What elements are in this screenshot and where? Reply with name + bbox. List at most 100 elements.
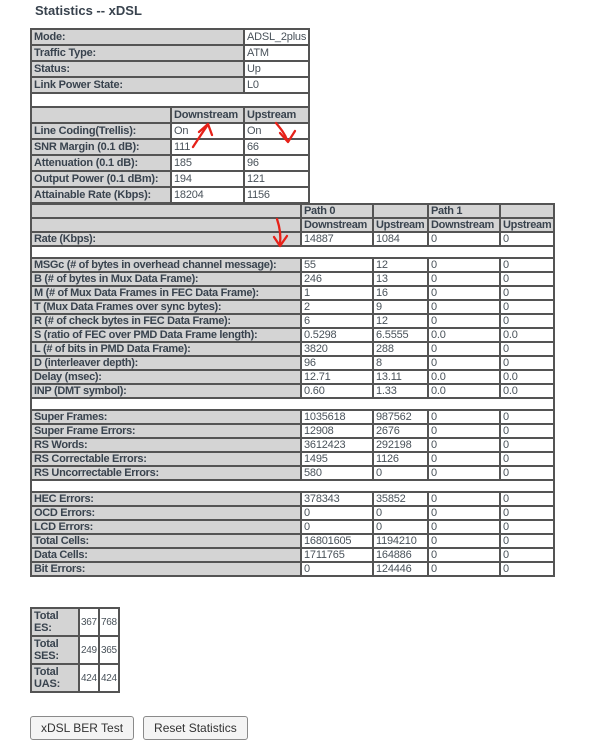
stat-row: Rate (Kbps): 14887 1084 0 0 (30, 231, 556, 247)
stat-label: T (Mux Data Frames over sync bytes): (30, 299, 302, 315)
stream-upstream-value: 1156 (242, 186, 311, 204)
path0-header: Path 0 (300, 203, 374, 219)
stat-value: 0 (498, 341, 556, 357)
separator-cell (29, 398, 556, 410)
stat-value: 0 (427, 299, 501, 315)
xdsl-ber-test-button[interactable]: xDSL BER Test (30, 716, 135, 740)
stat-value: 164886 (372, 547, 429, 563)
info-value: ATM (242, 44, 311, 62)
stat-value: 0 (427, 437, 501, 453)
total-row: Total SES: 249 365 (30, 635, 120, 665)
stat-value: 0.0 (498, 327, 556, 343)
stat-value: 0 (498, 299, 556, 315)
stat-value: 0 (498, 271, 556, 287)
stat-label: Total Cells: (30, 533, 302, 549)
stat-value: 0 (300, 505, 374, 521)
separator-cell (29, 93, 311, 107)
stat-value: 0 (498, 313, 556, 329)
stat-row: RS Correctable Errors: 1495 1126 0 0 (30, 451, 556, 467)
stream-row: Attenuation (0.1 dB): 185 96 (30, 154, 311, 172)
stat-row: L (# of bits in PMD Data Frame): 3820 288 0… (30, 341, 556, 357)
stat-label: M (# of Mux Data Frames in FEC Data Fram… (30, 285, 302, 301)
stat-label: Delay (msec): (30, 369, 302, 385)
stat-value: 1711765 (300, 547, 374, 563)
stream-header-empty (30, 106, 172, 124)
stat-value: 1084 (372, 231, 429, 247)
stat-value: 0 (427, 451, 501, 467)
stat-value: 0 (498, 257, 556, 273)
info-label: Status: (30, 60, 245, 78)
stat-row: Super Frames: 1035618 987562 0 0 (30, 409, 556, 425)
stat-value: 1 (300, 285, 374, 301)
stat-value: 0.0 (427, 327, 501, 343)
stream-upstream-value: On (242, 122, 311, 140)
stat-value: 16 (372, 285, 429, 301)
stat-value: 0.5298 (300, 327, 374, 343)
stat-label: R (# of check bytes in FEC Data Frame): (30, 313, 302, 329)
stat-value: 0 (427, 341, 501, 357)
stream-downstream-value: 185 (170, 154, 245, 172)
stat-label: Rate (Kbps): (30, 231, 302, 247)
stat-value: 35852 (372, 491, 429, 507)
stat-value: 0 (427, 465, 501, 481)
total-label: Total ES: (30, 607, 80, 637)
path-stream-header-row: Downstream Upstream Downstream Upstream (30, 217, 556, 233)
totals-table: Total ES: 367 768 Total SES: 249 365 Total UAS… (30, 607, 120, 693)
info-row: Traffic Type: ATM (30, 44, 311, 62)
stat-value: 55 (300, 257, 374, 273)
total-row: Total UAS: 424 424 (30, 663, 120, 693)
stat-label: RS Correctable Errors: (30, 451, 302, 467)
stat-row: MSGc (# of bytes in overhead channel mes… (30, 257, 556, 273)
stat-value: 0 (498, 561, 556, 577)
stream-label: Attainable Rate (Kbps): (30, 186, 172, 204)
stream-upstream-value: 96 (242, 154, 311, 172)
stat-row: M (# of Mux Data Frames in FEC Data Fram… (30, 285, 556, 301)
reset-statistics-button[interactable]: Reset Statistics (143, 716, 248, 740)
path0-upstream-header: Upstream (372, 217, 429, 233)
stat-value: 0.0 (498, 369, 556, 385)
stream-upstream-value: 66 (242, 138, 311, 156)
stat-row: RS Uncorrectable Errors: 580 0 0 0 (30, 465, 556, 481)
stat-value: 246 (300, 271, 374, 287)
stat-row: RS Words: 3612423 292198 0 0 (30, 437, 556, 453)
stat-label: Super Frame Errors: (30, 423, 302, 439)
info-value: L0 (242, 76, 311, 94)
stat-value: 2 (300, 299, 374, 315)
stat-value: 378343 (300, 491, 374, 507)
stat-label: LCD Errors: (30, 519, 302, 535)
stream-label: SNR Margin (0.1 dB): (30, 138, 172, 156)
table-separator-row (29, 480, 556, 492)
stat-value: 0 (498, 505, 556, 521)
stat-value: 0 (427, 285, 501, 301)
stat-value: 0 (427, 491, 501, 507)
stat-row: HEC Errors: 378343 35852 0 0 (30, 491, 556, 507)
stat-label: B (# of bytes in Mux Data Frame): (30, 271, 302, 287)
stat-value: 0 (300, 519, 374, 535)
stat-row: OCD Errors: 0 0 0 0 (30, 505, 556, 521)
path-statistics-table: Path 0 Path 1 Downstream Upstream Downstream… (29, 203, 556, 577)
stream-downstream-value: 18204 (170, 186, 245, 204)
stat-row: Total Cells: 16801605 1194210 0 0 (30, 533, 556, 549)
stat-value: 6 (300, 313, 374, 329)
path0-downstream-header: Downstream (300, 217, 374, 233)
stat-value: 580 (300, 465, 374, 481)
stat-value: 0 (498, 231, 556, 247)
stat-row: Delay (msec): 12.71 13.11 0.0 0.0 (30, 369, 556, 385)
stat-row: Bit Errors: 0 124446 0 0 (30, 561, 556, 577)
stat-value: 0 (427, 561, 501, 577)
stat-row: S (ratio of FEC over PMD Data Frame leng… (30, 327, 556, 343)
stat-value: 0 (498, 409, 556, 425)
stat-value: 1194210 (372, 533, 429, 549)
stat-value: 1126 (372, 451, 429, 467)
stat-row: B (# of bytes in Mux Data Frame): 246 13 0 0 (30, 271, 556, 287)
separator-cell (29, 480, 556, 492)
path-header-row: Path 0 Path 1 (30, 203, 556, 219)
stat-value: 0 (300, 561, 374, 577)
stat-value: 0 (427, 257, 501, 273)
path1-upstream-header: Upstream (498, 217, 556, 233)
stat-value: 1035618 (300, 409, 374, 425)
stat-label: Data Cells: (30, 547, 302, 563)
stat-row: Data Cells: 1711765 164886 0 0 (30, 547, 556, 563)
stat-label: Bit Errors: (30, 561, 302, 577)
